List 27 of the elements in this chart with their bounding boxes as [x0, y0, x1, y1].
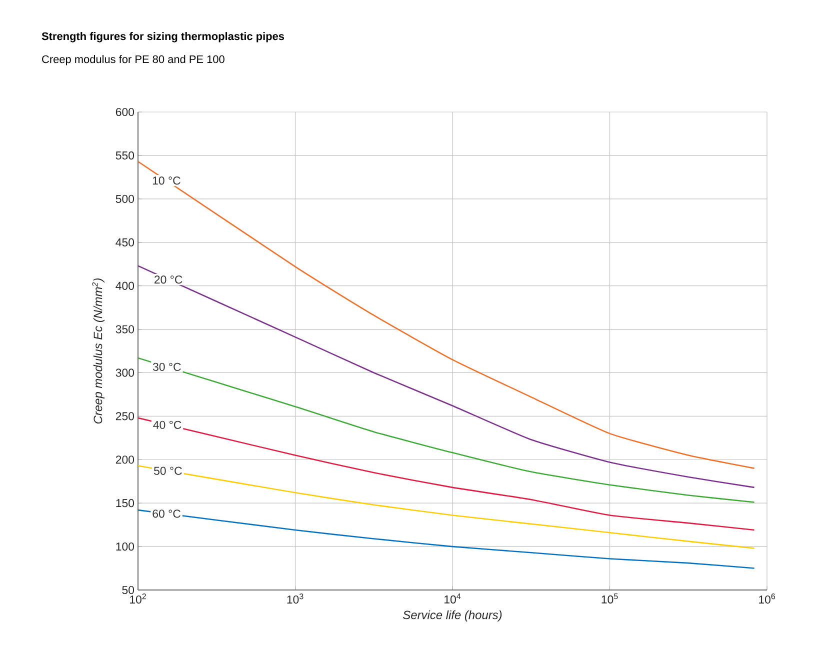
- y-tick-label: 350: [116, 325, 134, 334]
- y-tick-label: 500: [116, 194, 134, 203]
- y-tick-label: 200: [116, 456, 134, 464]
- y-tick-label: 100: [116, 542, 134, 551]
- series-label: 60 °C: [152, 510, 180, 518]
- series-label: 50 °C: [154, 466, 182, 475]
- chart-subtitle: Creep modulus for PE 80 and PE 100: [42, 55, 224, 66]
- y-tick-label: 450: [116, 238, 134, 246]
- y-tick-label: 50: [122, 586, 134, 594]
- x-tick-label: 10$^{6}$: [759, 594, 776, 604]
- series-label: 30 °C: [152, 362, 181, 371]
- x-tick-label: 10$^{2}$: [130, 594, 146, 604]
- y-tick-label: 400: [116, 282, 134, 290]
- y-tick-label: 300: [116, 368, 134, 377]
- series-label: 20 °C: [154, 276, 182, 284]
- x-tick-label: 10$^{3}$: [287, 594, 304, 604]
- x-tick-label: 10$^{5}$: [602, 594, 618, 604]
- series-label: 40 °C: [153, 420, 182, 429]
- y-tick-label: 150: [116, 499, 134, 508]
- y-tick-label: 550: [116, 151, 134, 160]
- y-axis-title: Creep modulus Ec (N/mm$^{2}$): [92, 278, 105, 424]
- x-tick-label: 10$^{4}$: [444, 594, 461, 604]
- y-tick-label: 250: [116, 412, 134, 420]
- series-label: 10 °C: [152, 176, 180, 185]
- y-tick-label: 600: [116, 108, 134, 116]
- x-axis-title: Service life (hours): [403, 610, 502, 622]
- chart-title: Strength figures for sizing thermoplastic pipes: [42, 32, 284, 42]
